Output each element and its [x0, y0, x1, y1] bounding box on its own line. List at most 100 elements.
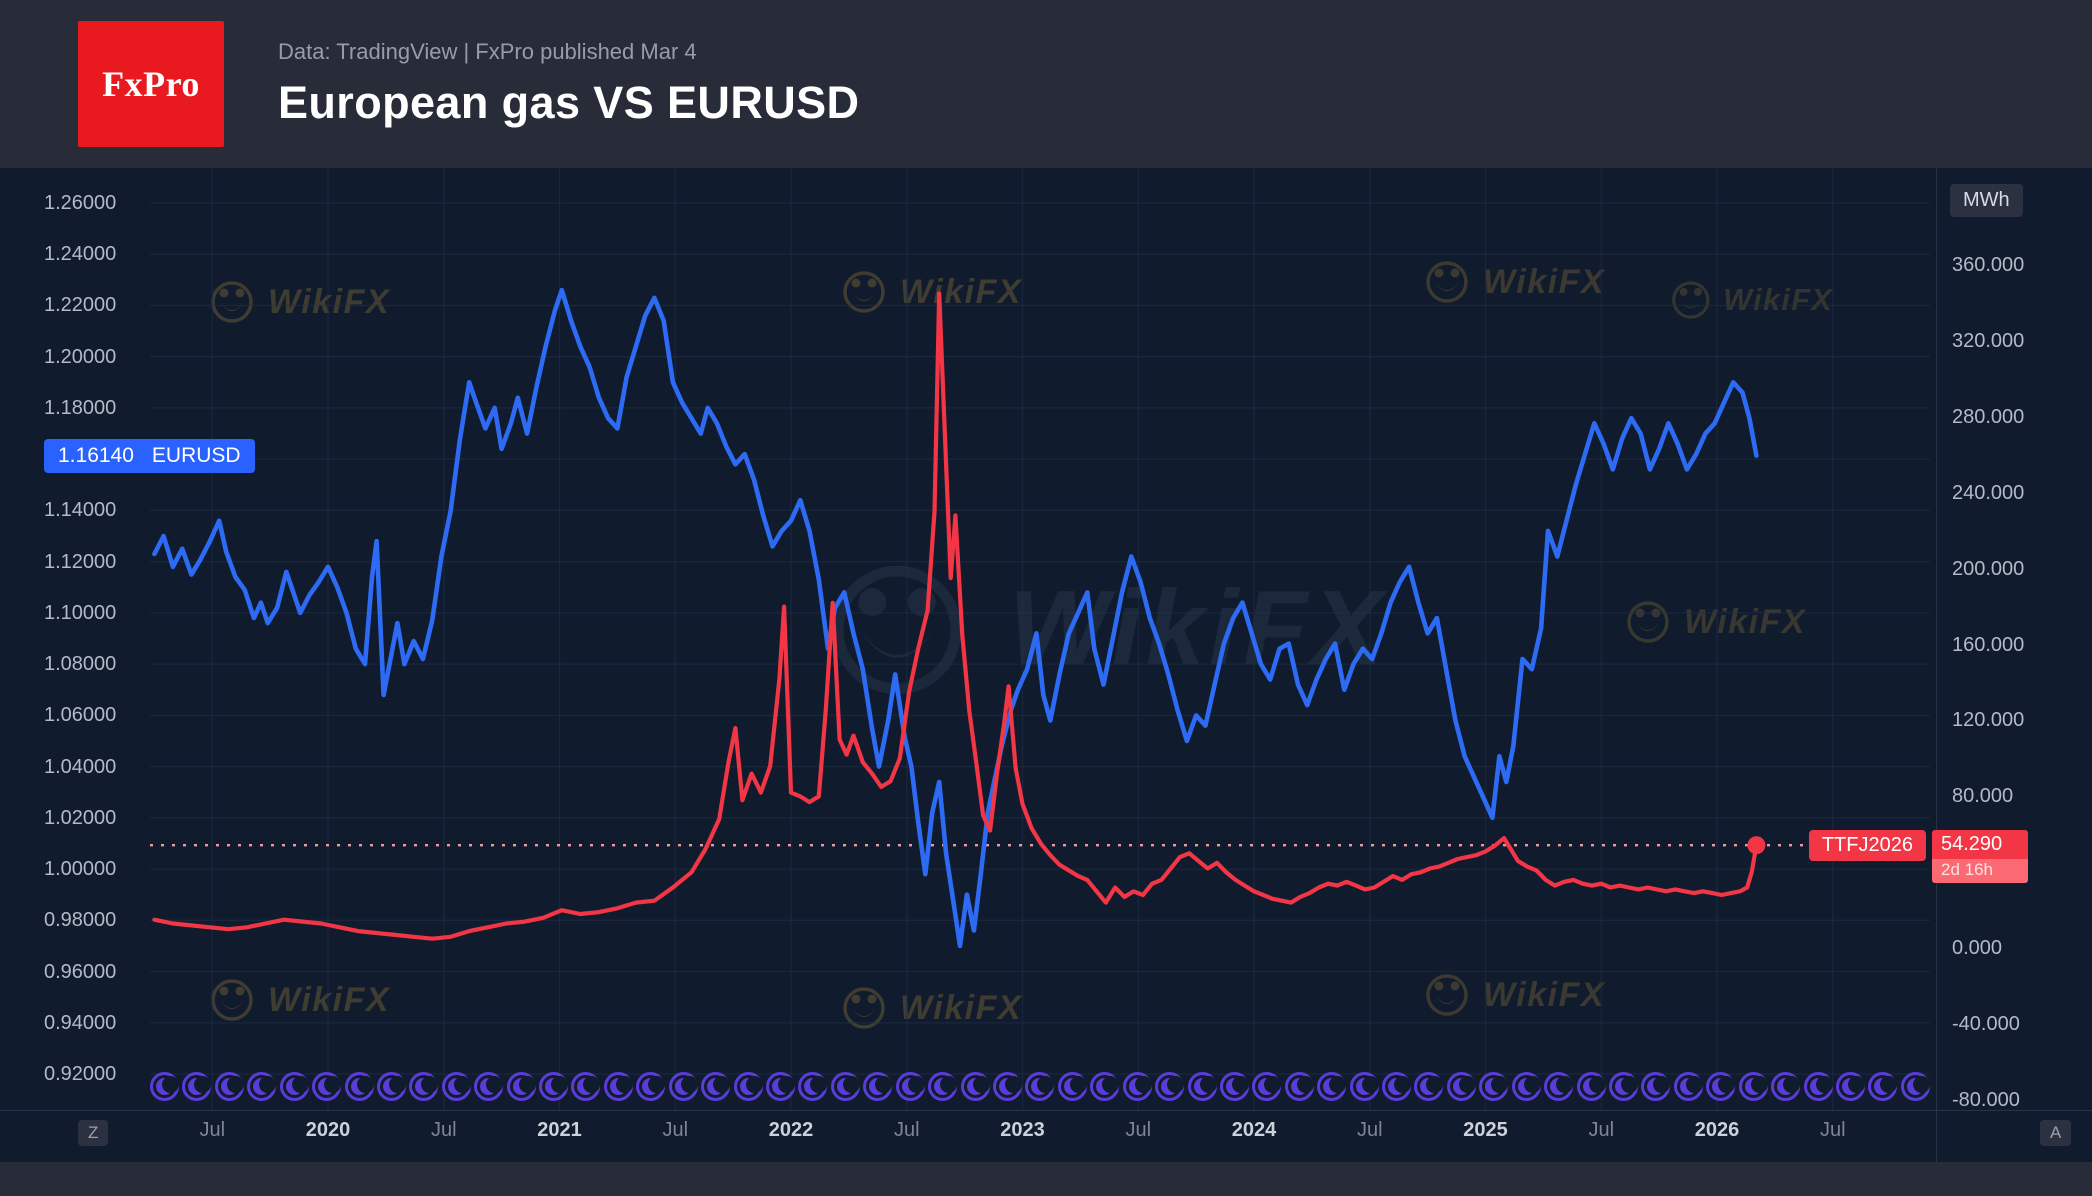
crescent-moon-icon	[1025, 1072, 1055, 1101]
left-axis-label: 0.92000	[44, 1063, 117, 1085]
crescent-moon-icon	[1284, 1072, 1314, 1101]
left-axis-label: 1.12000	[44, 550, 117, 573]
month-tick-label: Jul	[1588, 1119, 1615, 1141]
eurusd-line-series	[152, 287, 1759, 949]
crescent-moon-icon	[539, 1072, 569, 1101]
month-tick-label: Jul	[1819, 1119, 1846, 1141]
crescent-moon-icon	[960, 1072, 990, 1101]
right-axis-label: 240.000	[1952, 481, 2025, 504]
right-axis-label: -40.000	[1952, 1013, 2020, 1036]
crescent-moon-icon	[1608, 1072, 1638, 1101]
crescent-moon-icon	[1771, 1072, 1801, 1101]
left-axis-label: 1.18000	[44, 396, 117, 419]
right-axis-label: 360.000	[1952, 254, 2025, 276]
crescent-moon-icon	[376, 1072, 406, 1101]
fxpro-logo: FxPro	[78, 21, 224, 147]
crescent-moon-icon	[1122, 1072, 1152, 1101]
right-price-axis[interactable]: MWh 360.000 320.000 280.000 240.000 200.000 1…	[1948, 168, 2092, 1164]
crescent-moon-icon	[279, 1072, 309, 1101]
header-text: Data: TradingView | FxPro published Mar …	[278, 39, 859, 129]
crescent-moon-icon	[182, 1072, 212, 1101]
crescent-moon-icon	[928, 1072, 958, 1101]
left-axis-label: 0.96000	[44, 960, 117, 983]
eurusd-price-badge: 1.16140 EURUSD	[44, 438, 255, 473]
crescent-moon-icon	[1835, 1072, 1865, 1101]
crescent-moon-icon	[1057, 1072, 1087, 1101]
right-axis-label: 160.000	[1952, 633, 2025, 656]
crescent-moon-icon	[1900, 1072, 1930, 1101]
left-axis-label: 1.14000	[44, 499, 117, 522]
left-axis-label: 1.02000	[44, 806, 117, 829]
data-source-line: Data: TradingView | FxPro published Mar …	[278, 39, 697, 64]
left-price-axis[interactable]: 1.26000 1.24000 1.22000 1.20000 1.18000 1.140…	[0, 168, 148, 1110]
gas-line-series	[152, 291, 1759, 941]
crescent-moon-icon	[312, 1072, 342, 1101]
gas-symbol-badge: TTFJ2026	[1808, 830, 1926, 862]
left-axis-label: 1.04000	[44, 755, 117, 778]
crescent-moon-icon	[863, 1072, 893, 1101]
crescent-moon-icon	[441, 1072, 471, 1101]
left-axis-label: 0.98000	[44, 909, 117, 932]
year-tick-label: 2020	[305, 1119, 351, 1141]
month-tick-label: Jul	[893, 1119, 920, 1141]
crescent-moon-icon	[1382, 1072, 1412, 1101]
crescent-moon-icon	[1219, 1072, 1249, 1101]
crescent-moon-icon	[1414, 1072, 1444, 1101]
crescent-moon-icon	[1252, 1072, 1282, 1101]
unit-badge: MWh	[1950, 184, 2023, 217]
corner-button-z[interactable]: Z	[78, 1120, 109, 1146]
year-tick-label: 2021	[537, 1119, 582, 1141]
crescent-moon-icon	[150, 1072, 179, 1101]
gas-last-price: 54.290	[1932, 830, 2028, 860]
right-axis-label: 0.000	[1952, 937, 2003, 960]
header: FxPro Data: TradingView | FxPro publishe…	[0, 0, 2092, 168]
left-axis-label: 1.24000	[44, 243, 117, 266]
month-tick-label: Jul	[1125, 1119, 1152, 1141]
right-axis-label: 320.000	[1952, 329, 2025, 352]
left-axis-label: 1.06000	[44, 704, 117, 727]
left-axis-label: 1.08000	[44, 653, 117, 676]
gas-countdown: 2d 16h	[1932, 859, 2028, 884]
bottom-bar	[0, 1162, 2092, 1196]
crescent-moon-icon	[830, 1072, 860, 1101]
gas-last-price-marker	[1747, 836, 1766, 855]
price-chart-plot[interactable]	[150, 168, 1930, 1110]
grid-lines	[150, 168, 1930, 1110]
crescent-moon-icon	[1479, 1072, 1509, 1101]
crescent-moon-icon	[1803, 1072, 1833, 1101]
left-axis-label: 0.94000	[44, 1011, 117, 1034]
crescent-moon-icon	[668, 1072, 698, 1101]
crescent-moon-icon	[474, 1072, 504, 1101]
crescent-moon-icon	[733, 1072, 763, 1101]
crescent-moon-icon	[766, 1072, 796, 1101]
right-axis-label: 280.000	[1952, 405, 2025, 428]
year-tick-label: 2024	[1231, 1119, 1277, 1141]
crescent-moon-icon	[1511, 1072, 1541, 1101]
crescent-moon-icon	[1868, 1072, 1898, 1101]
crescent-moon-icon	[1738, 1072, 1768, 1101]
crescent-moon-icon	[247, 1072, 277, 1101]
right-axis-label: -80.000	[1952, 1089, 2020, 1111]
year-tick-label: 2026	[1694, 1119, 1740, 1141]
right-axis-separator	[1936, 168, 1937, 1162]
year-tick-label: 2022	[768, 1119, 814, 1141]
time-axis[interactable]: Z A Jul 2020 Jul 2021 Jul 2022 Jul 2023 Jul 2024 J…	[0, 1110, 2092, 1163]
moon-marker-row	[150, 1072, 1930, 1101]
crescent-moon-icon	[409, 1072, 439, 1101]
corner-button-a[interactable]: A	[2040, 1120, 2072, 1146]
crescent-moon-icon	[895, 1072, 925, 1101]
left-axis-label: 1.26000	[44, 192, 117, 214]
year-tick-label: 2025	[1463, 1119, 1508, 1141]
crescent-moon-icon	[992, 1072, 1022, 1101]
page-title: European gas VS EURUSD	[278, 77, 860, 128]
left-axis-label: 1.22000	[44, 294, 117, 317]
crescent-moon-icon	[603, 1072, 633, 1101]
crescent-moon-icon	[214, 1072, 244, 1101]
crescent-moon-icon	[1641, 1072, 1671, 1101]
eurusd-last-price: 1.16140	[58, 443, 134, 467]
fxpro-logo-text: FxPro	[102, 64, 200, 104]
crescent-moon-icon	[1349, 1072, 1379, 1101]
left-axis-label: 1.10000	[44, 601, 117, 624]
crescent-moon-icon	[798, 1072, 828, 1101]
